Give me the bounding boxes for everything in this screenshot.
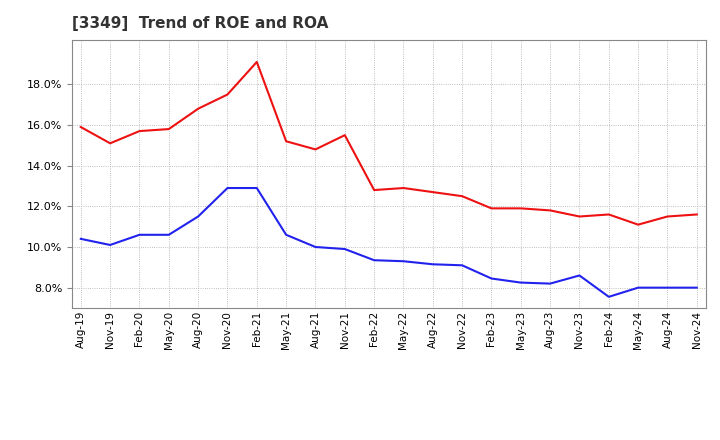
ROA <box>399 259 408 264</box>
ROA <box>428 262 437 267</box>
ROA <box>458 263 467 268</box>
ROA <box>605 294 613 300</box>
ROA <box>516 280 525 285</box>
ROE <box>487 206 496 211</box>
ROA <box>282 232 290 238</box>
ROE <box>575 214 584 219</box>
ROA <box>135 232 144 238</box>
ROA <box>76 236 85 242</box>
ROA <box>634 285 642 290</box>
ROE <box>76 125 85 130</box>
ROE <box>253 59 261 65</box>
ROE <box>605 212 613 217</box>
ROE <box>428 190 437 195</box>
ROE <box>106 141 114 146</box>
ROE <box>458 194 467 199</box>
ROE <box>370 187 379 193</box>
Line: ROE: ROE <box>81 62 697 225</box>
ROE <box>399 185 408 191</box>
ROA <box>663 285 672 290</box>
ROA <box>253 185 261 191</box>
ROA <box>546 281 554 286</box>
ROE <box>516 206 525 211</box>
ROE <box>223 92 232 97</box>
ROE <box>693 212 701 217</box>
ROA <box>311 244 320 249</box>
ROA <box>194 214 202 219</box>
ROA <box>487 276 496 281</box>
ROE <box>663 214 672 219</box>
ROA <box>370 257 379 263</box>
ROA <box>575 273 584 278</box>
ROE <box>341 132 349 138</box>
ROE <box>194 106 202 111</box>
ROA <box>341 246 349 252</box>
ROE <box>311 147 320 152</box>
ROE <box>634 222 642 227</box>
ROE <box>546 208 554 213</box>
ROA <box>164 232 173 238</box>
ROE <box>135 128 144 134</box>
ROA <box>106 242 114 248</box>
ROA <box>693 285 701 290</box>
ROE <box>282 139 290 144</box>
ROE <box>164 126 173 132</box>
Text: [3349]  Trend of ROE and ROA: [3349] Trend of ROE and ROA <box>72 16 328 32</box>
Line: ROA: ROA <box>81 188 697 297</box>
ROA <box>223 185 232 191</box>
